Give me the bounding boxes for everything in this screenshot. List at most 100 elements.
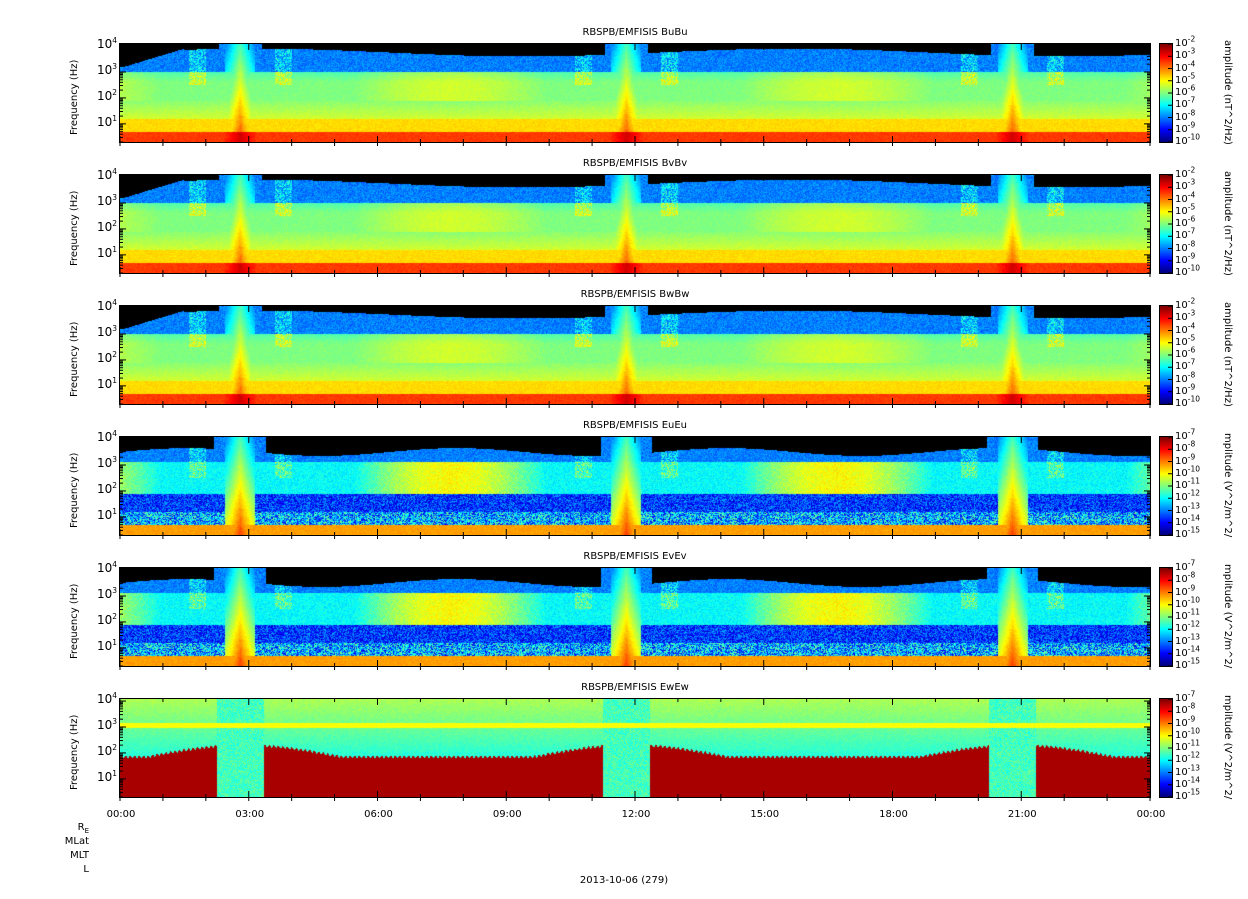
y-tick-label: 103	[96, 192, 117, 208]
colorbar	[1159, 567, 1173, 667]
colorbar-frame	[1159, 174, 1173, 274]
colorbar-tick-label: 10-10	[1175, 595, 1200, 610]
colorbar	[1159, 43, 1173, 143]
colorbar-frame	[1159, 698, 1173, 798]
colorbar-tick-label: 10-6	[1175, 214, 1196, 229]
y-tick-label: 103	[96, 716, 117, 732]
colorbar	[1159, 436, 1173, 536]
spectrogram-panel	[119, 567, 1151, 670]
y-tick-label: 101	[96, 375, 117, 391]
colorbar-tick-label: 10-10	[1175, 394, 1200, 409]
colorbar-tick-label: 10-15	[1175, 656, 1200, 671]
colorbar-tick-label: 10-13	[1175, 632, 1200, 647]
colorbar-tick-label: 10-3	[1175, 308, 1196, 324]
x-tick-label: 18:00	[879, 809, 908, 820]
spectrogram-image	[120, 699, 1150, 797]
y-axis-label: Frequency (Hz)	[69, 583, 80, 659]
panel-title: RBSPB/EMFISIS BwBw	[580, 289, 690, 300]
date-label: 2013-10-06 (279)	[579, 875, 669, 886]
colorbar-tick-label: 10-11	[1175, 738, 1200, 753]
panel-title: RBSPB/EMFISIS BvBv	[582, 158, 688, 169]
y-tick-label: 102	[96, 480, 117, 496]
colorbar-tick-label: 10-2	[1175, 296, 1196, 311]
x-tick-label: 15:00	[750, 809, 780, 820]
colorbar-frame	[1159, 567, 1173, 667]
colorbar-tick-label: 10-7	[1175, 689, 1196, 704]
colorbar-tick-label: 10-3	[1175, 177, 1196, 193]
colorbar-title: mplitude (V^2/m^2/	[1222, 695, 1233, 800]
y-tick-label: 102	[96, 611, 117, 627]
colorbar-tick-label: 10-8	[1175, 439, 1196, 455]
y-tick-label: 102	[96, 742, 117, 758]
x-tick-label: 03:00	[235, 809, 265, 820]
colorbar-tick-label: 10-12	[1175, 750, 1200, 766]
panel-title: RBSPB/EMFISIS EvEv	[583, 551, 687, 562]
plot-frame	[119, 436, 1151, 536]
ephemeris-label: L	[83, 864, 89, 875]
colorbar	[1159, 698, 1173, 798]
ephemeris-label: MLat	[64, 836, 89, 847]
colorbar-title: amplitude (nT^2/Hz)	[1222, 40, 1233, 145]
colorbar-tick-label: 10-12	[1175, 488, 1200, 504]
y-tick-label: 101	[96, 637, 117, 653]
spectrogram-image	[120, 568, 1150, 666]
colorbar-title: amplitude (nT^2/Hz)	[1222, 302, 1233, 407]
x-tick-label: 12:00	[621, 809, 651, 820]
y-tick-label: 101	[96, 113, 117, 129]
y-axis-label: Frequency (Hz)	[69, 714, 80, 790]
colorbar-title: mplitude (V^2/m^2/	[1222, 564, 1233, 669]
colorbar-tick-label: 10-3	[1175, 46, 1196, 62]
y-axis-label: Frequency (Hz)	[69, 59, 80, 135]
colorbar-title: amplitude (nT^2/Hz)	[1222, 171, 1233, 276]
colorbar	[1159, 174, 1173, 274]
colorbar-tick-label: 10-13	[1175, 501, 1200, 516]
colorbar-tick-label: 10-8	[1175, 239, 1196, 254]
colorbar-tick-label: 10-15	[1175, 525, 1200, 540]
x-tick-label: 21:00	[1007, 809, 1037, 820]
spectrogram-panel	[119, 174, 1151, 277]
colorbar-tick-label: 10-4	[1175, 59, 1196, 74]
colorbar-tick-label: 10-9	[1175, 452, 1196, 467]
colorbar-tick-label: 10-7	[1175, 226, 1196, 242]
colorbar-tick-label: 10-4	[1175, 190, 1196, 205]
plot-frame	[119, 698, 1151, 798]
y-tick-label: 101	[96, 506, 117, 522]
y-tick-label: 101	[96, 244, 117, 260]
y-tick-label: 102	[96, 349, 117, 365]
colorbar-tick-label: 10-8	[1175, 108, 1196, 123]
x-tick-label: 00:00	[106, 809, 136, 820]
colorbar-frame	[1159, 305, 1173, 405]
colorbar-tick-label: 10-9	[1175, 120, 1196, 135]
colorbar-tick-label: 10-6	[1175, 83, 1196, 98]
colorbar-frame	[1159, 436, 1173, 536]
colorbar-tick-label: 10-11	[1175, 476, 1200, 491]
panel-title: RBSPB/EMFISIS BuBu	[582, 27, 688, 38]
y-tick-label: 104	[96, 691, 117, 707]
y-axis-label: Frequency (Hz)	[69, 190, 80, 266]
colorbar-tick-label: 10-7	[1175, 427, 1196, 442]
colorbar-tick-label: 10-13	[1175, 763, 1200, 778]
colorbar-tick-label: 10-14	[1175, 513, 1200, 528]
spectrogram-image	[120, 306, 1150, 404]
colorbar-tick-label: 10-4	[1175, 321, 1196, 336]
panel-title: RBSPB/EMFISIS EwEw	[581, 682, 689, 693]
colorbar-tick-label: 10-15	[1175, 787, 1200, 802]
y-axis-label: Frequency (Hz)	[69, 321, 80, 397]
y-tick-label: 104	[96, 36, 117, 52]
ephemeris-label: MLT	[70, 850, 89, 861]
x-tick-label: 06:00	[364, 809, 393, 820]
ephemeris-label: RE	[77, 822, 89, 835]
y-tick-label: 103	[96, 323, 117, 339]
x-tick-label: 09:00	[492, 809, 522, 820]
colorbar-tick-label: 10-2	[1175, 34, 1196, 49]
spectrogram-image	[120, 175, 1150, 273]
colorbar-tick-label: 10-2	[1175, 165, 1196, 180]
y-tick-label: 104	[96, 560, 117, 576]
colorbar-tick-label: 10-5	[1175, 333, 1196, 348]
colorbar-tick-label: 10-5	[1175, 71, 1196, 86]
spectrogram-panel	[119, 698, 1151, 801]
plot-frame	[119, 174, 1151, 274]
y-tick-label: 102	[96, 87, 117, 103]
y-tick-label: 102	[96, 218, 117, 234]
colorbar-tick-label: 10-10	[1175, 464, 1200, 479]
